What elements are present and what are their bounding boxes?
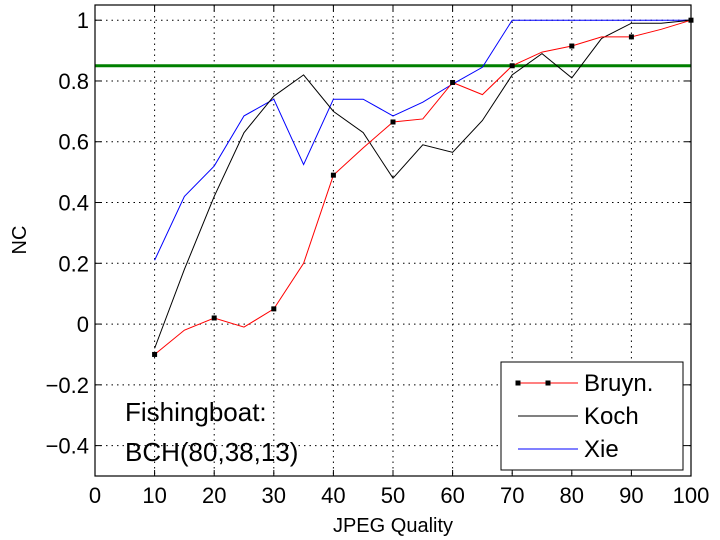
- axis-ticks: 0 10 20 30 40 50 60 70 80 90 100 −0.4 −0.2 0 0.2 0.4 0.6…: [46, 5, 710, 508]
- series-marker-bruyn: [509, 63, 515, 69]
- x-tick-label: 100: [673, 483, 710, 508]
- legend-label-koch: Koch: [584, 403, 639, 430]
- series-marker-bruyn: [330, 172, 336, 178]
- series-marker-bruyn: [390, 119, 396, 125]
- x-tick-label: 80: [560, 483, 584, 508]
- annotation-line-2: BCH(80,38,13): [125, 437, 298, 467]
- series-marker-bruyn: [271, 306, 277, 312]
- x-tick-label: 20: [202, 483, 226, 508]
- y-tick-label: −0.2: [46, 373, 89, 398]
- y-tick-label: 0.4: [58, 191, 89, 216]
- y-tick-label: 0.6: [58, 130, 89, 155]
- x-tick-label: 90: [619, 483, 643, 508]
- annotation: Fishingboat: BCH(80,38,13): [125, 397, 298, 467]
- x-tick-label: 10: [142, 483, 166, 508]
- x-tick-label: 40: [321, 483, 345, 508]
- legend-marker-bruyn: [515, 380, 521, 386]
- legend-label-xie: Xie: [584, 436, 619, 463]
- x-axis-label: JPEG Quality: [333, 515, 453, 537]
- series-line-bruyn: [154, 19, 692, 355]
- series-marker-bruyn: [152, 351, 158, 357]
- legend-label-bruyn: Bruyn.: [584, 370, 653, 397]
- grid: [95, 5, 691, 476]
- series-lines: [152, 17, 694, 357]
- y-tick-label: 0.2: [58, 251, 89, 276]
- series-line-xie: [154, 19, 691, 261]
- series-marker-bruyn: [569, 43, 575, 49]
- series-marker-bruyn: [628, 34, 634, 40]
- series-line-koch: [154, 19, 692, 349]
- legend-entries: Bruyn. Koch Xie: [515, 370, 653, 463]
- x-tick-label: 60: [440, 483, 464, 508]
- x-tick-label: 70: [500, 483, 524, 508]
- y-tick-label: 0.8: [58, 69, 89, 94]
- series-marker-bruyn: [211, 315, 217, 321]
- y-tick-label: 0: [77, 312, 89, 337]
- y-tick-label: 1: [77, 8, 89, 33]
- annotation-line-1: Fishingboat:: [125, 397, 267, 427]
- y-axis-label: NC: [9, 226, 31, 255]
- y-tick-label: −0.4: [46, 434, 89, 459]
- x-tick-label: 50: [381, 483, 405, 508]
- x-tick-label: 0: [89, 483, 101, 508]
- x-tick-label: 30: [262, 483, 286, 508]
- legend: Bruyn. Koch Xie: [500, 361, 684, 471]
- legend-marker-bruyn: [545, 380, 551, 386]
- series-marker-bruyn: [450, 79, 456, 85]
